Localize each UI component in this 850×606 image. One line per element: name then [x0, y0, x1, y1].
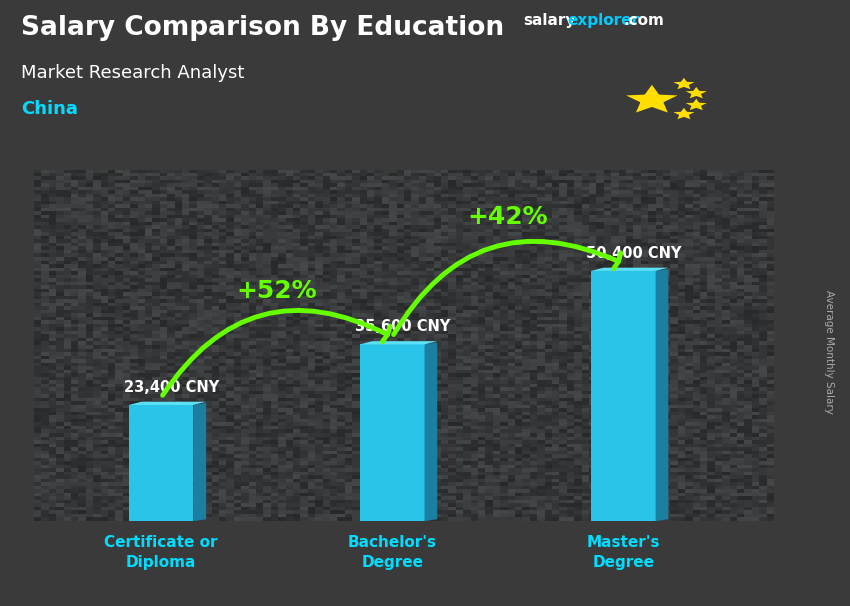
Text: Salary Comparison By Education: Salary Comparison By Education [21, 15, 504, 41]
Polygon shape [128, 405, 194, 521]
Text: 35,600 CNY: 35,600 CNY [355, 319, 451, 334]
Polygon shape [673, 78, 694, 89]
Polygon shape [194, 403, 207, 521]
Text: salary: salary [523, 13, 575, 28]
Polygon shape [655, 269, 668, 521]
Text: .com: .com [623, 13, 664, 28]
Text: China: China [21, 100, 78, 118]
Polygon shape [591, 268, 668, 271]
Polygon shape [360, 344, 424, 521]
Text: 23,400 CNY: 23,400 CNY [124, 379, 219, 395]
Text: +42%: +42% [468, 205, 548, 229]
Text: +52%: +52% [236, 279, 317, 303]
Polygon shape [128, 402, 207, 405]
Text: Market Research Analyst: Market Research Analyst [21, 64, 245, 82]
Text: explorer: explorer [568, 13, 640, 28]
Polygon shape [686, 87, 707, 98]
Polygon shape [360, 341, 437, 344]
Text: 50,400 CNY: 50,400 CNY [586, 245, 682, 261]
Polygon shape [686, 99, 707, 110]
Text: Average Monthly Salary: Average Monthly Salary [824, 290, 834, 413]
Polygon shape [673, 108, 694, 119]
Polygon shape [591, 271, 655, 521]
Polygon shape [424, 342, 437, 521]
Polygon shape [626, 85, 677, 113]
